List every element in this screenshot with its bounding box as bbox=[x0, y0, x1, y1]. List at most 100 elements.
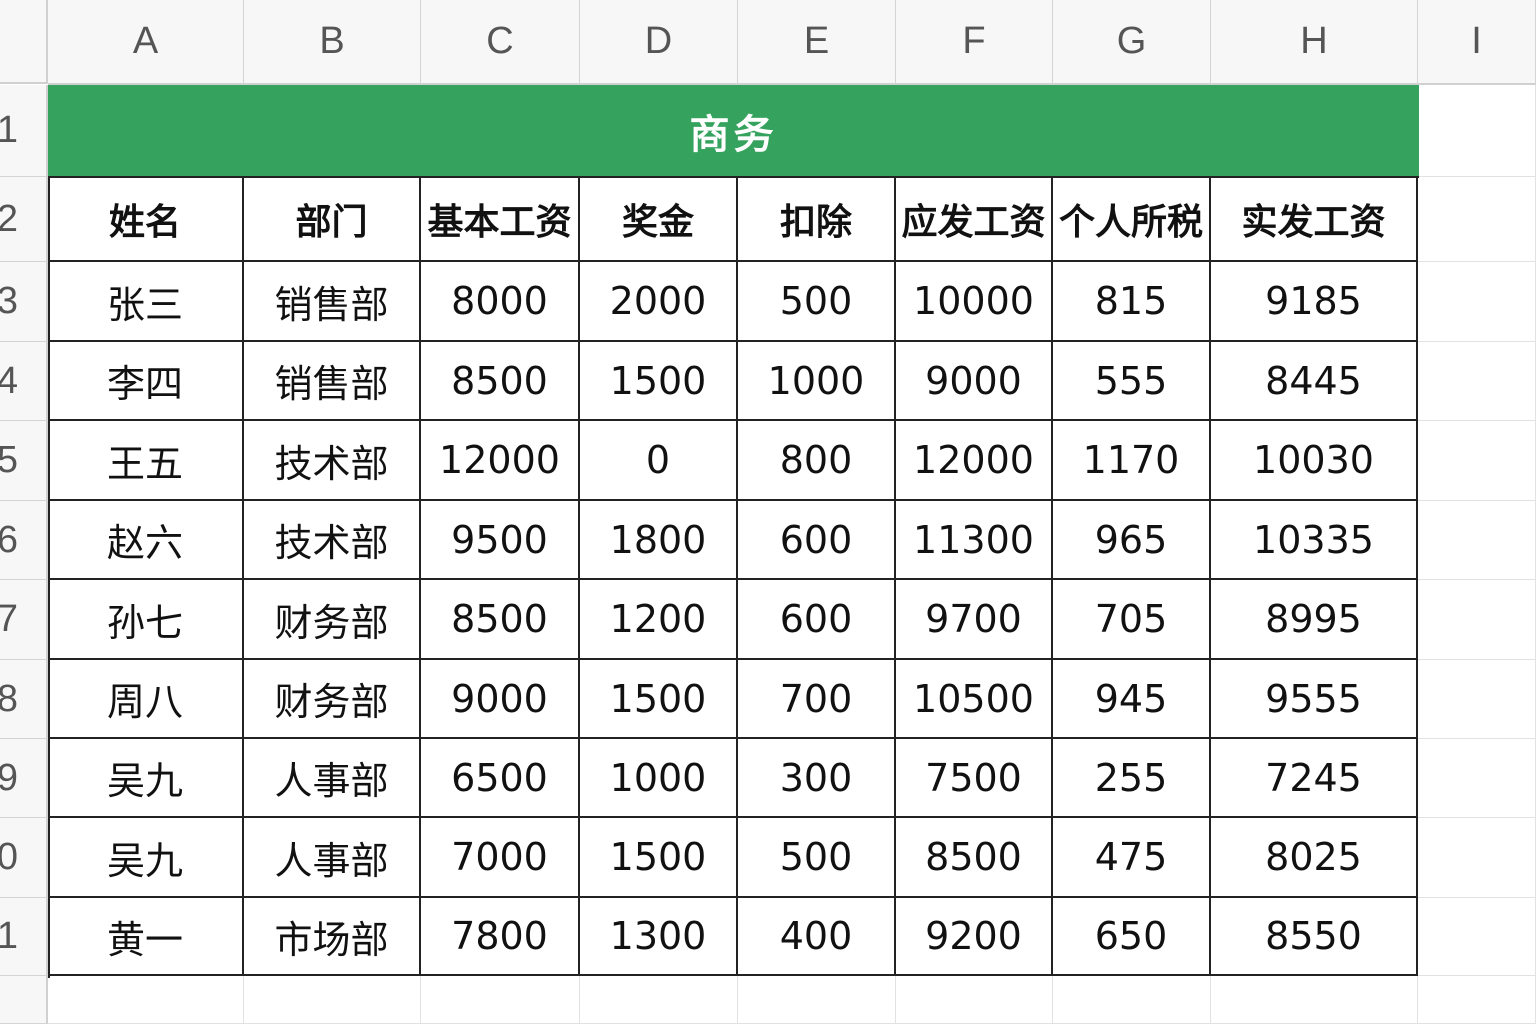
table-cell[interactable]: 8995 bbox=[1211, 580, 1418, 660]
table-cell[interactable]: 1000 bbox=[738, 342, 896, 421]
select-all-corner[interactable] bbox=[0, 0, 48, 84]
table-header-cell[interactable]: 扣除 bbox=[738, 177, 896, 262]
table-cell[interactable]: 王五 bbox=[48, 421, 244, 501]
table-cell[interactable]: 500 bbox=[738, 262, 896, 342]
table-cell[interactable]: 9185 bbox=[1211, 262, 1418, 342]
table-cell[interactable]: 9555 bbox=[1211, 660, 1418, 739]
table-cell[interactable]: 700 bbox=[738, 660, 896, 739]
empty-cell[interactable] bbox=[738, 976, 896, 1024]
column-header-i[interactable]: I bbox=[1418, 0, 1536, 85]
column-header-f[interactable]: F bbox=[896, 0, 1053, 85]
table-cell[interactable]: 7500 bbox=[896, 739, 1053, 818]
table-cell[interactable]: 李四 bbox=[48, 342, 244, 421]
table-cell[interactable]: 1200 bbox=[580, 580, 738, 660]
table-cell[interactable]: 2000 bbox=[580, 262, 738, 342]
empty-cell[interactable] bbox=[1418, 818, 1536, 898]
row-header[interactable]: 3 bbox=[0, 262, 48, 342]
table-cell[interactable]: 财务部 bbox=[244, 660, 421, 739]
table-cell[interactable]: 10000 bbox=[896, 262, 1053, 342]
table-cell[interactable]: 人事部 bbox=[244, 818, 421, 898]
empty-cell[interactable] bbox=[1418, 580, 1536, 660]
title-cell-merged[interactable]: 商务 bbox=[48, 85, 1419, 178]
column-header-e[interactable]: E bbox=[738, 0, 896, 85]
table-header-cell[interactable]: 个人所税 bbox=[1053, 177, 1211, 262]
column-header-a[interactable]: A bbox=[48, 0, 244, 85]
table-header-cell[interactable]: 实发工资 bbox=[1211, 177, 1418, 262]
table-cell[interactable]: 500 bbox=[738, 818, 896, 898]
table-cell[interactable]: 8500 bbox=[896, 818, 1053, 898]
table-cell[interactable]: 1500 bbox=[580, 342, 738, 421]
table-cell[interactable]: 9200 bbox=[896, 898, 1053, 976]
table-cell[interactable]: 475 bbox=[1053, 818, 1211, 898]
empty-cell[interactable] bbox=[1211, 976, 1418, 1024]
table-cell[interactable]: 7245 bbox=[1211, 739, 1418, 818]
table-cell[interactable]: 8000 bbox=[421, 262, 580, 342]
empty-cell[interactable] bbox=[1418, 342, 1536, 421]
empty-cell[interactable] bbox=[1418, 177, 1536, 262]
table-cell[interactable]: 10500 bbox=[896, 660, 1053, 739]
empty-cell[interactable] bbox=[421, 976, 580, 1024]
column-header-h[interactable]: H bbox=[1211, 0, 1418, 85]
table-cell[interactable]: 1800 bbox=[580, 501, 738, 580]
column-header-b[interactable]: B bbox=[244, 0, 421, 85]
row-header[interactable]: 2 bbox=[0, 177, 48, 262]
row-header[interactable]: 5 bbox=[0, 421, 48, 501]
empty-cell[interactable] bbox=[1418, 660, 1536, 739]
row-header[interactable]: 9 bbox=[0, 739, 48, 818]
empty-cell[interactable] bbox=[1418, 739, 1536, 818]
row-header[interactable]: 10 bbox=[0, 818, 48, 898]
empty-cell[interactable] bbox=[1053, 976, 1211, 1024]
table-header-cell[interactable]: 基本工资 bbox=[421, 177, 580, 262]
table-cell[interactable]: 1500 bbox=[580, 818, 738, 898]
table-cell[interactable]: 965 bbox=[1053, 501, 1211, 580]
table-cell[interactable]: 555 bbox=[1053, 342, 1211, 421]
table-cell[interactable]: 9000 bbox=[896, 342, 1053, 421]
empty-cell[interactable] bbox=[1418, 262, 1536, 342]
table-cell[interactable]: 市场部 bbox=[244, 898, 421, 976]
empty-cell[interactable] bbox=[1418, 501, 1536, 580]
table-cell[interactable]: 815 bbox=[1053, 262, 1211, 342]
table-cell[interactable]: 9700 bbox=[896, 580, 1053, 660]
table-header-cell[interactable]: 应发工资 bbox=[896, 177, 1053, 262]
row-header[interactable]: 6 bbox=[0, 501, 48, 580]
row-header[interactable]: 7 bbox=[0, 580, 48, 660]
row-header[interactable]: 4 bbox=[0, 342, 48, 421]
table-cell[interactable]: 1300 bbox=[580, 898, 738, 976]
table-cell[interactable]: 10335 bbox=[1211, 501, 1418, 580]
table-cell[interactable]: 财务部 bbox=[244, 580, 421, 660]
empty-cell[interactable] bbox=[580, 976, 738, 1024]
empty-cell[interactable] bbox=[48, 976, 244, 1024]
table-cell[interactable]: 8550 bbox=[1211, 898, 1418, 976]
table-cell[interactable]: 1170 bbox=[1053, 421, 1211, 501]
table-cell[interactable]: 650 bbox=[1053, 898, 1211, 976]
table-header-cell[interactable]: 姓名 bbox=[48, 177, 244, 262]
table-cell[interactable]: 吴九 bbox=[48, 818, 244, 898]
table-cell[interactable]: 赵六 bbox=[48, 501, 244, 580]
empty-cell[interactable] bbox=[1418, 976, 1536, 1024]
empty-cell[interactable] bbox=[896, 976, 1053, 1024]
table-cell[interactable]: 9500 bbox=[421, 501, 580, 580]
table-cell[interactable]: 8500 bbox=[421, 580, 580, 660]
row-header[interactable] bbox=[0, 976, 48, 1024]
table-cell[interactable]: 400 bbox=[738, 898, 896, 976]
empty-cell[interactable] bbox=[244, 976, 421, 1024]
empty-cell[interactable] bbox=[1418, 421, 1536, 501]
table-cell[interactable]: 张三 bbox=[48, 262, 244, 342]
column-header-d[interactable]: D bbox=[580, 0, 738, 85]
table-cell[interactable]: 9000 bbox=[421, 660, 580, 739]
table-cell[interactable]: 800 bbox=[738, 421, 896, 501]
row-header[interactable]: 8 bbox=[0, 660, 48, 739]
table-cell[interactable]: 8500 bbox=[421, 342, 580, 421]
table-cell[interactable]: 300 bbox=[738, 739, 896, 818]
table-cell[interactable]: 10030 bbox=[1211, 421, 1418, 501]
row-header[interactable]: 11 bbox=[0, 898, 48, 976]
table-cell[interactable]: 7000 bbox=[421, 818, 580, 898]
table-cell[interactable]: 600 bbox=[738, 501, 896, 580]
table-cell[interactable]: 1500 bbox=[580, 660, 738, 739]
table-cell[interactable]: 孙七 bbox=[48, 580, 244, 660]
table-cell[interactable]: 945 bbox=[1053, 660, 1211, 739]
table-cell[interactable]: 黄一 bbox=[48, 898, 244, 976]
table-cell[interactable]: 技术部 bbox=[244, 501, 421, 580]
table-cell[interactable]: 7800 bbox=[421, 898, 580, 976]
